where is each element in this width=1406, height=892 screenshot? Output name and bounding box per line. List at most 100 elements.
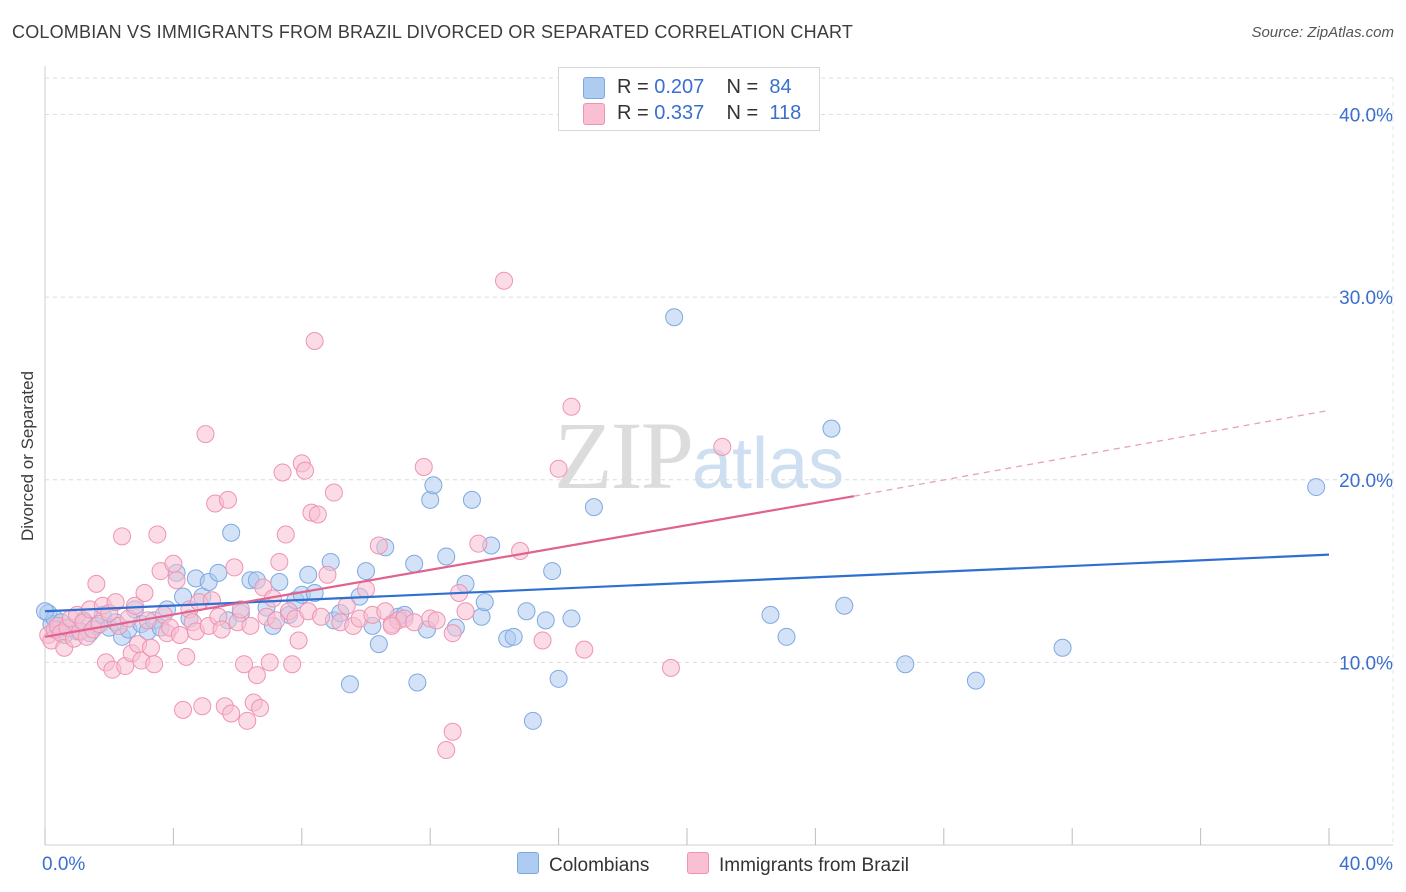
bottom-legend-label-colombians: Colombians <box>549 855 650 876</box>
legend-r-value: 0.337 <box>654 102 705 124</box>
data-point <box>443 722 462 741</box>
data-point <box>437 741 456 760</box>
data-point <box>357 562 375 581</box>
data-point <box>231 600 250 619</box>
data-point <box>260 653 279 672</box>
data-point <box>523 711 542 730</box>
data-point <box>405 554 424 573</box>
data-point <box>170 625 189 644</box>
legend-swatch-brazil <box>583 103 605 125</box>
data-point <box>427 611 446 630</box>
data-point <box>212 620 231 639</box>
legend-swatch-colombians <box>583 77 605 99</box>
data-point <box>382 616 401 635</box>
legend-n-value: 84 <box>769 76 792 98</box>
legend-text-colombians: R = 0.207 N = 84 <box>617 76 792 99</box>
legend-r-label: R = <box>617 102 649 124</box>
series-brazil <box>39 271 732 760</box>
data-point <box>141 638 160 657</box>
data-point <box>575 640 594 659</box>
data-point <box>235 655 254 674</box>
data-point <box>218 490 237 509</box>
data-point <box>761 605 780 624</box>
data-point <box>174 700 193 719</box>
data-point <box>209 563 228 582</box>
data-point <box>456 602 475 621</box>
chart-title: COLOMBIAN VS IMMIGRANTS FROM BRAZIL DIVO… <box>12 22 854 42</box>
data-point <box>405 613 424 632</box>
data-point <box>318 565 337 584</box>
data-point <box>896 655 915 674</box>
data-point <box>267 611 286 630</box>
data-point <box>225 558 244 577</box>
x-tick-label: 0.0% <box>42 854 85 875</box>
data-point <box>177 647 196 666</box>
data-point <box>270 552 289 571</box>
data-point <box>533 631 552 650</box>
watermark: ZIPatlas <box>554 400 844 511</box>
data-point <box>661 658 680 677</box>
data-point <box>713 437 732 456</box>
bottom-legend-swatch-brazil <box>687 852 709 874</box>
data-point <box>1307 478 1326 497</box>
data-point <box>283 655 302 674</box>
data-point <box>270 573 289 592</box>
data-point <box>251 699 270 718</box>
data-point <box>222 523 241 542</box>
y-tick-label: 40.0% <box>1339 106 1393 127</box>
watermark-atlas: atlas <box>692 424 845 504</box>
series-colombians <box>36 308 1326 730</box>
data-point <box>822 419 841 438</box>
source-label: Source: ZipAtlas.com <box>1251 24 1394 41</box>
data-point <box>549 459 568 478</box>
data-point <box>562 609 581 628</box>
data-point <box>421 490 440 509</box>
x-tick-label: 40.0% <box>1339 854 1393 875</box>
data-point <box>495 271 514 290</box>
data-point <box>511 541 530 560</box>
data-point <box>543 562 562 581</box>
legend: R = 0.207 N = 84 R = 0.337 N = 118 <box>558 67 820 131</box>
data-point <box>289 631 308 650</box>
data-point <box>148 525 167 544</box>
data-point <box>584 498 603 517</box>
data-point <box>408 673 427 692</box>
data-point <box>835 596 854 615</box>
data-point <box>504 627 523 646</box>
data-point <box>562 397 581 416</box>
data-point <box>276 525 295 544</box>
data-point <box>549 669 568 688</box>
trend-line-brazil <box>44 495 855 638</box>
data-point <box>517 602 536 621</box>
data-point <box>106 593 125 612</box>
data-point <box>87 574 106 593</box>
data-point <box>340 675 359 694</box>
data-point <box>222 704 241 723</box>
y-tick-label: 30.0% <box>1339 288 1393 309</box>
legend-n-label: N = <box>726 102 759 124</box>
y-tick-label: 10.0% <box>1339 653 1393 674</box>
data-point <box>113 527 132 546</box>
data-point <box>241 616 260 635</box>
bottom-legend-swatch-colombians <box>517 852 539 874</box>
data-point <box>357 580 375 599</box>
legend-r-label: R = <box>617 76 649 98</box>
data-point <box>312 607 331 626</box>
legend-r-value: 0.207 <box>654 76 705 98</box>
data-point <box>135 583 154 602</box>
data-point <box>536 611 555 630</box>
data-point <box>966 671 985 690</box>
data-point <box>299 565 318 584</box>
data-point <box>125 596 144 615</box>
data-point <box>164 554 183 573</box>
data-point <box>475 593 494 612</box>
data-point <box>665 308 684 327</box>
data-point <box>472 607 491 626</box>
data-point <box>273 463 292 482</box>
data-point <box>308 505 327 524</box>
data-point <box>369 635 388 654</box>
data-point <box>167 571 186 590</box>
data-point <box>324 483 343 502</box>
legend-n-value: 118 <box>769 102 802 124</box>
